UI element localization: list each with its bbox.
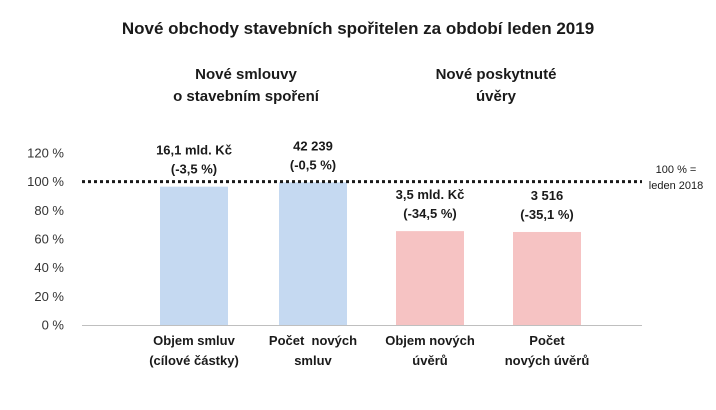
y-tick-label: 100 % bbox=[27, 174, 64, 189]
data-label: 42 239 bbox=[293, 138, 333, 153]
category-label: smluv bbox=[294, 353, 332, 368]
y-tick-label: 20 % bbox=[34, 289, 64, 304]
bar bbox=[396, 231, 464, 325]
bar bbox=[160, 186, 228, 325]
y-tick-label: 0 % bbox=[42, 318, 65, 333]
data-label: (-3,5 %) bbox=[171, 162, 217, 177]
group-label-loans: Nové poskytnuté úvěry bbox=[436, 66, 557, 105]
group-label-contracts: Nové smlouvy o stavebním spoření bbox=[173, 66, 320, 105]
reference-line-group: 100 % = leden 2018 bbox=[82, 164, 703, 192]
bars bbox=[160, 182, 581, 325]
group-label-contracts-line-2: o stavebním spoření bbox=[173, 88, 320, 105]
data-label: 3 516 bbox=[531, 188, 564, 203]
y-axis: 0 % 20 % 40 % 60 % 80 % 100 % 120 % bbox=[27, 146, 64, 333]
bar bbox=[279, 182, 347, 325]
category-label: Počet nových bbox=[269, 333, 357, 348]
data-labels: 16,1 mld. Kč (-3,5 %) 42 239 (-0,5 %) 3,5 ml… bbox=[156, 138, 574, 222]
reference-line-label: leden 2018 bbox=[649, 180, 703, 192]
data-label: (-0,5 %) bbox=[290, 157, 336, 172]
category-label: (cílové částky) bbox=[149, 353, 239, 368]
category-label: Objem smluv bbox=[153, 333, 235, 348]
bar bbox=[513, 231, 581, 325]
category-label: úvěrů bbox=[412, 353, 447, 368]
data-label: (-34,5 %) bbox=[403, 206, 456, 221]
group-label-loans-line-1: Nové poskytnuté bbox=[436, 66, 557, 83]
y-tick-label: 40 % bbox=[34, 260, 64, 275]
y-tick-label: 60 % bbox=[34, 232, 64, 247]
group-label-contracts-line-1: Nové smlouvy bbox=[195, 66, 297, 83]
group-label-loans-line-2: úvěry bbox=[476, 88, 517, 105]
y-tick-label: 120 % bbox=[27, 146, 64, 161]
chart-title: Nové obchody stavebních spořitelen za ob… bbox=[122, 19, 594, 38]
reference-line-label: 100 % = bbox=[656, 164, 697, 176]
data-label: 3,5 mld. Kč bbox=[396, 187, 465, 202]
data-label: 16,1 mld. Kč bbox=[156, 143, 232, 158]
category-label: nových úvěrů bbox=[505, 353, 590, 368]
y-tick-label: 80 % bbox=[34, 203, 64, 218]
data-label: (-35,1 %) bbox=[520, 207, 573, 222]
category-label: Počet bbox=[529, 333, 565, 348]
category-labels: Objem smluv (cílové částky) Počet nových sm… bbox=[149, 333, 589, 368]
category-label: Objem nových bbox=[385, 333, 475, 348]
